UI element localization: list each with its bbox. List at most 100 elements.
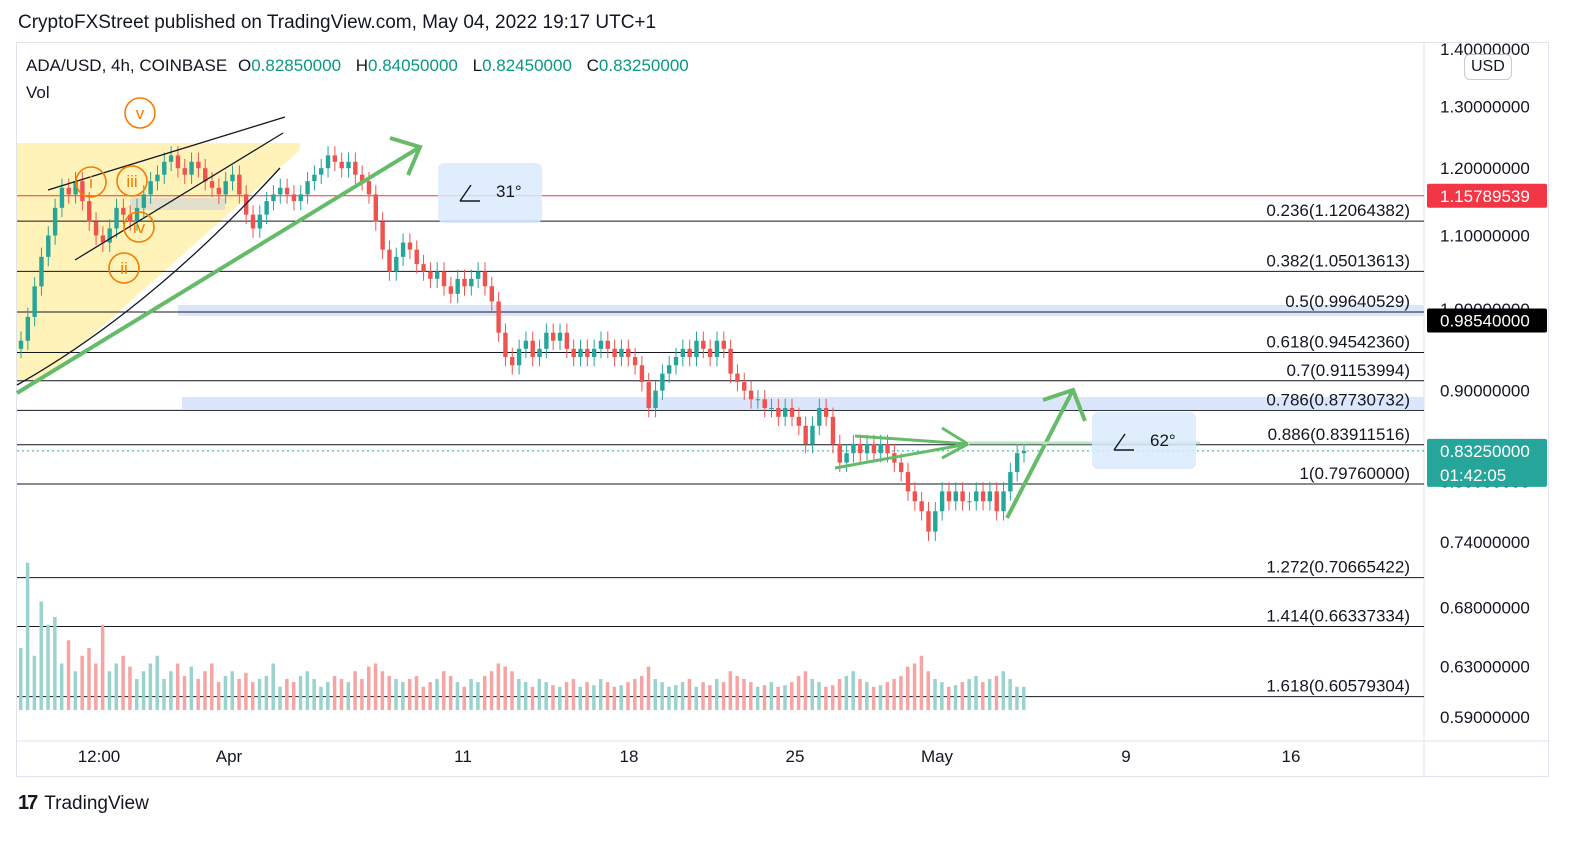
volume-bar: [598, 679, 603, 710]
angle-icon: [1113, 433, 1134, 451]
candle-body: [898, 462, 904, 473]
volume-bar: [892, 679, 896, 710]
candle-body: [632, 356, 638, 366]
volume-bar: [278, 686, 282, 710]
candle-body: [673, 356, 679, 366]
volume-bar: [435, 679, 439, 710]
candle-body: [353, 161, 358, 175]
candle-body: [878, 443, 883, 454]
candle-body: [789, 407, 795, 417]
volume-bar: [953, 685, 958, 710]
volume-bar: [987, 679, 992, 710]
footer-brand[interactable]: 17 TradingView: [18, 792, 149, 815]
y-tick-label: 0.90000000: [1440, 382, 1530, 401]
wave-circle: [75, 166, 107, 198]
x-tick-label: 12:00: [78, 747, 121, 766]
volume-bar: [653, 679, 658, 710]
candle-body: [441, 271, 447, 287]
volume-bar: [46, 624, 50, 710]
volume-bar: [489, 671, 494, 710]
candle-body: [489, 286, 494, 302]
volume-bar: [585, 682, 589, 710]
candle-body: [223, 181, 228, 195]
currency-button[interactable]: USD: [1464, 54, 1512, 80]
volume-bar: [769, 682, 774, 710]
volume-bar: [448, 675, 453, 710]
candle-body: [905, 472, 911, 492]
candle-body: [885, 443, 890, 454]
volume-bar: [919, 655, 924, 710]
candle-body: [960, 491, 965, 502]
resistance-zone: [178, 305, 1424, 316]
volume-bar: [298, 675, 303, 710]
candle-body: [551, 332, 556, 341]
volume-bar: [674, 685, 678, 710]
wave-circle: [124, 97, 156, 129]
candle-body: [871, 443, 877, 454]
volume-bar: [196, 679, 200, 710]
candle-body: [755, 399, 761, 401]
volume-bar: [387, 675, 391, 710]
candle-body: [127, 214, 133, 222]
volume-bar: [155, 655, 159, 710]
volume-bar: [189, 666, 194, 710]
angle-box: [438, 163, 542, 223]
candle-body: [987, 491, 993, 502]
volume-bar: [687, 679, 692, 710]
candle-body: [660, 373, 665, 391]
volume-bar: [339, 679, 344, 710]
candle-body: [967, 501, 972, 503]
volume-bar: [571, 679, 576, 710]
candle-body: [469, 278, 474, 287]
wave-label: i: [89, 173, 93, 192]
candle-body: [1001, 491, 1006, 512]
legend-symbol[interactable]: ADA/USD, 4h, COINBASE: [26, 56, 228, 75]
volume-bar: [32, 655, 37, 710]
candle-body: [114, 207, 119, 229]
uptrend-arrow: [15, 145, 422, 395]
candle-body: [271, 194, 276, 202]
volume-bar: [73, 671, 78, 710]
candle-body: [100, 235, 106, 243]
volume-bar: [578, 686, 582, 710]
chart-frame[interactable]: [16, 42, 1549, 777]
volume-legend[interactable]: Vol: [26, 83, 50, 102]
volume-bar: [25, 562, 30, 710]
candle-body: [107, 228, 112, 243]
triangle-lower-line: [834, 442, 969, 470]
volume-bar: [394, 679, 398, 710]
price-tag: [1427, 438, 1547, 487]
volume-bar: [544, 682, 548, 710]
candle-body: [237, 174, 242, 195]
footer-brand-label: TradingView: [44, 792, 149, 814]
candle-body: [25, 316, 31, 341]
volume-bar: [899, 675, 903, 710]
candle-body: [141, 194, 147, 208]
volume-bar: [455, 682, 460, 710]
y-tick-label: 0.74000000: [1440, 533, 1530, 552]
volume-bar: [250, 682, 255, 710]
candle-body: [701, 340, 706, 349]
candle-body: [933, 511, 938, 532]
candle-body: [823, 407, 829, 417]
candle-body: [162, 161, 167, 175]
volume-bar: [626, 682, 630, 710]
volume-bar: [210, 663, 214, 710]
candle-body: [707, 348, 713, 357]
candle-body: [168, 155, 174, 162]
volume-bar: [967, 679, 971, 710]
candle-body: [646, 382, 651, 408]
volume-bar: [353, 671, 357, 710]
volume-bar: [360, 679, 364, 710]
candle-body: [537, 348, 542, 357]
wedge-lower-line: [74, 132, 284, 261]
candle-body: [462, 278, 467, 287]
volume-bar: [414, 675, 419, 710]
volume-bar: [762, 685, 767, 710]
legend-close-value: 0.83250000: [598, 56, 689, 75]
legend-close-label: C: [586, 56, 599, 75]
volume-bar: [285, 679, 289, 710]
candle-body: [312, 174, 317, 182]
x-tick-label: 16: [1282, 747, 1301, 766]
